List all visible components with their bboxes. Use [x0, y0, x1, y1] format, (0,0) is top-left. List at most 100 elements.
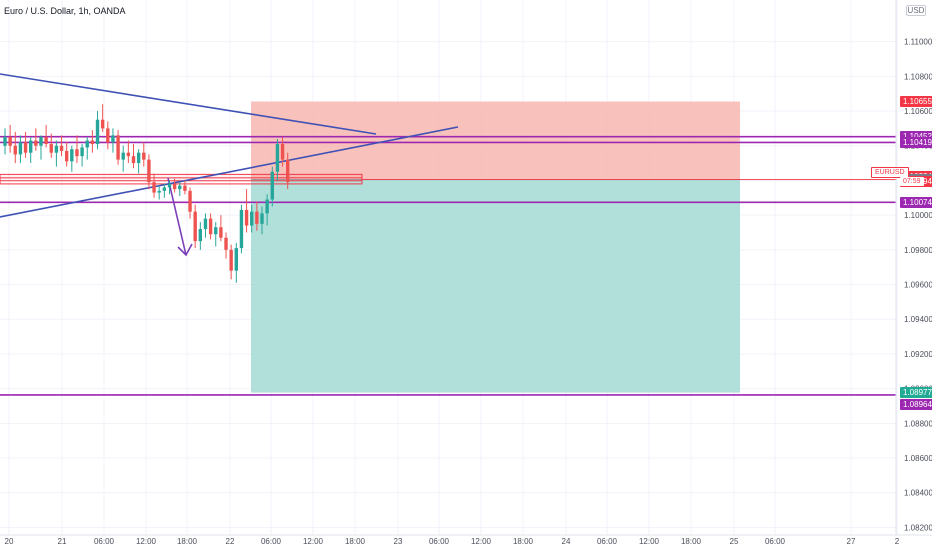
- candle-body: [239, 209, 244, 249]
- price-tag: 1.08964: [900, 399, 932, 411]
- candle-body: [280, 144, 285, 160]
- price-tag: 1.10655: [900, 95, 932, 107]
- candle-body: [162, 187, 167, 191]
- candle-body: [183, 185, 187, 191]
- candle-body: [147, 159, 151, 183]
- candle-body: [142, 152, 146, 160]
- candle-body: [157, 190, 161, 193]
- candle-body: [208, 218, 213, 235]
- candle-body: [90, 140, 95, 145]
- candle-body: [75, 149, 79, 157]
- time-tick-label: 06:00: [261, 537, 282, 546]
- price-tick-label: 1.08800: [904, 419, 932, 428]
- candle-body: [178, 185, 182, 190]
- candle-body: [203, 218, 208, 230]
- price-tag: 1.10074: [900, 196, 932, 208]
- time-tick-label: 18:00: [513, 537, 534, 546]
- candle-body: [121, 152, 125, 160]
- candle-body: [270, 171, 274, 200]
- descending-trendline: [0, 73, 377, 135]
- candle-body: [275, 144, 280, 172]
- time-tick-label: 06:00: [597, 537, 618, 546]
- time-tick-label: 12:00: [471, 537, 492, 546]
- candle-body: [255, 211, 259, 224]
- candle-body: [64, 150, 69, 162]
- trendlines[interactable]: [0, 73, 459, 257]
- time-tick-label: 27: [847, 537, 856, 546]
- candle-body: [85, 140, 89, 148]
- currency-button[interactable]: USD: [906, 5, 926, 16]
- projection-arrow-shaft: [167, 177, 187, 256]
- price-tick-label: 1.10800: [904, 72, 932, 81]
- candle-body: [250, 211, 254, 226]
- candle-body: [23, 142, 28, 153]
- horizontal-levels[interactable]: [0, 135, 896, 396]
- price-tag: 1.10419: [900, 136, 932, 148]
- candle-body: [126, 152, 131, 157]
- time-tick-label: 20: [5, 537, 14, 546]
- candle-body: [8, 137, 12, 146]
- candle-body: [260, 213, 264, 224]
- ascending-trendline: [0, 126, 459, 218]
- time-axis[interactable]: 20 21 06:00 12:00 18:00 22 06:00 12:00 18:00 23 06…: [0, 534, 932, 546]
- price-tick-label: 1.09200: [904, 350, 932, 359]
- candle-body: [106, 128, 110, 143]
- price-tick-label: 1.10000: [904, 211, 932, 220]
- time-tick-label: 18:00: [681, 537, 702, 546]
- candle-body: [54, 145, 59, 153]
- price-tick-label: 1.09600: [904, 281, 932, 290]
- candle-body: [80, 147, 84, 157]
- chart-title: Euro / U.S. Dollar, 1h, OANDA: [4, 6, 126, 16]
- price-tag: 1.10452: [900, 131, 932, 143]
- time-tick-label: 18:00: [345, 537, 366, 546]
- candle-body: [13, 145, 17, 155]
- candle-body: [59, 145, 64, 151]
- time-tick-label: 06:00: [765, 537, 786, 546]
- candle-body: [136, 152, 141, 164]
- candle-body: [152, 182, 156, 193]
- candle-body: [111, 135, 115, 143]
- price-tick-label: 1.10600: [904, 107, 932, 116]
- candle-body: [100, 119, 105, 129]
- time-tick-label: 25: [730, 537, 739, 546]
- candles: [3, 104, 290, 283]
- stop-loss-zone: [251, 101, 740, 180]
- candle-body: [18, 142, 23, 155]
- candle-body: [219, 227, 223, 238]
- price-tick-label: 1.09400: [904, 315, 932, 324]
- time-tick-label: 23: [394, 537, 403, 546]
- projection-arrow-head: [177, 243, 193, 257]
- time-tick-label: 06:00: [94, 537, 115, 546]
- candle-body: [214, 227, 218, 235]
- candle-body: [172, 183, 177, 190]
- candle-body: [198, 229, 203, 242]
- time-tick-label: 22: [226, 537, 235, 546]
- candle-body: [131, 156, 136, 164]
- supply-zone-box-inner: [0, 177, 363, 185]
- candle-body: [95, 119, 100, 145]
- position-tool[interactable]: [251, 101, 740, 393]
- price-tick-label: 1.09800: [904, 246, 932, 255]
- take-profit-zone: [251, 179, 740, 393]
- countdown-timer: 07:59: [900, 177, 924, 186]
- time-tick-label: 06:00: [429, 537, 450, 546]
- price-tick-label: 1.08600: [904, 454, 932, 463]
- candle-body: [3, 137, 7, 146]
- candle-body: [39, 137, 43, 146]
- time-tick-label: 18:00: [177, 537, 198, 546]
- candle-body: [34, 140, 38, 146]
- price-axis[interactable]: 1.110001.108001.106001.104001.102001.100…: [895, 0, 932, 535]
- currency-indicator[interactable]: USD: [906, 4, 926, 16]
- candle-body: [49, 144, 53, 153]
- candle-body: [188, 190, 192, 212]
- candle-body: [44, 137, 48, 145]
- time-tick-label: 12:00: [639, 537, 660, 546]
- candle-body: [224, 237, 228, 250]
- candle-body: [116, 135, 120, 160]
- time-tick-label: 12:00: [136, 537, 157, 546]
- time-tick-label: 2: [895, 537, 900, 546]
- price-tag: 1.08977: [900, 387, 932, 399]
- candle-body: [167, 183, 172, 188]
